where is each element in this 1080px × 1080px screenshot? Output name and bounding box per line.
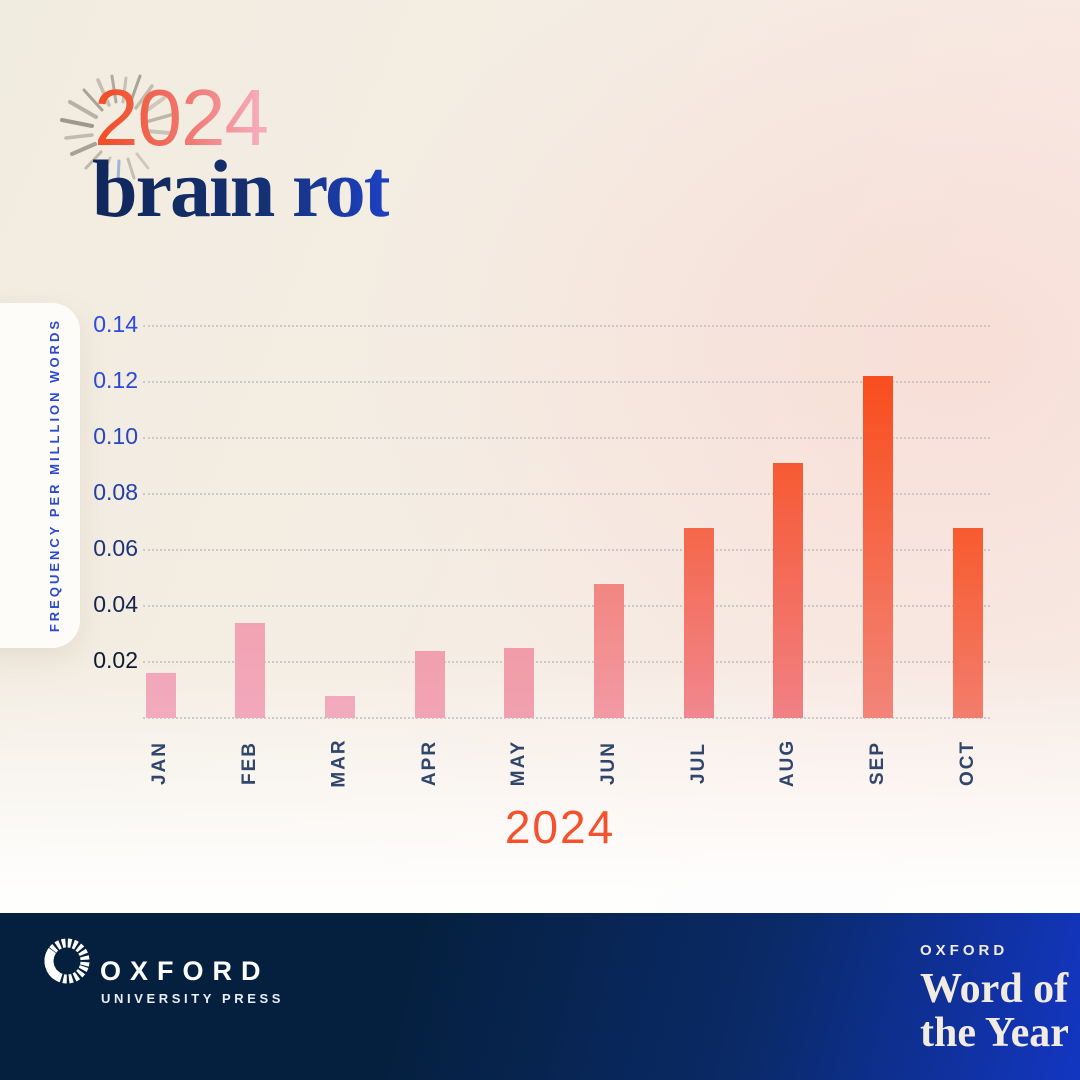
bar-may bbox=[504, 648, 535, 718]
gridline bbox=[143, 325, 990, 327]
bar-jan bbox=[145, 673, 176, 718]
year-heading: 2024 bbox=[94, 73, 269, 162]
bar-feb bbox=[235, 622, 266, 718]
y-tick-label: 0.02 bbox=[93, 647, 138, 673]
x-tick-label-may: MAY bbox=[508, 739, 530, 787]
oup-subtitle: UNIVERSITY PRESS bbox=[101, 991, 285, 1006]
x-tick-label-mar: MAR bbox=[328, 738, 350, 788]
bar-oct bbox=[952, 527, 983, 718]
x-tick-label-jul: JUL bbox=[687, 742, 709, 784]
y-tick-label: 0.06 bbox=[93, 535, 138, 561]
gridline bbox=[143, 381, 990, 383]
gridline bbox=[143, 493, 990, 495]
y-tick-label: 0.08 bbox=[93, 479, 138, 505]
footer: OXFORD UNIVERSITY PRESS OXFORD Word of t… bbox=[0, 913, 1080, 1080]
y-tick-label: 0.14 bbox=[93, 311, 138, 337]
y-tick-label: 0.10 bbox=[93, 423, 138, 449]
bar-aug bbox=[773, 463, 804, 718]
gridline bbox=[143, 549, 990, 551]
y-tick-label: 0.12 bbox=[93, 367, 138, 393]
word-of-the-year-brand: OXFORD Word of the Year bbox=[920, 942, 1069, 1055]
bar-jul bbox=[683, 527, 714, 718]
gridline bbox=[143, 661, 990, 663]
bar-apr bbox=[414, 650, 445, 718]
bar-sep bbox=[863, 376, 894, 718]
firework-icon bbox=[60, 74, 176, 184]
word-of-year-heading: brain rot bbox=[92, 143, 391, 234]
gridline bbox=[143, 437, 990, 439]
gridline bbox=[143, 605, 990, 607]
gridline bbox=[143, 717, 990, 719]
bar-mar bbox=[324, 695, 355, 718]
oxford-university-press-logo-icon bbox=[44, 938, 90, 984]
y-tick-label: 0.04 bbox=[93, 591, 138, 617]
y-axis-label: FREQUENCY PER MILLLION WORDS bbox=[47, 318, 62, 633]
y-axis-label-card: FREQUENCY PER MILLLION WORDS bbox=[0, 303, 80, 648]
brand-kicker: OXFORD bbox=[920, 942, 1009, 959]
x-tick-label-oct: OCT bbox=[956, 739, 978, 787]
x-tick-label-aug: AUG bbox=[777, 738, 799, 788]
x-tick-label-jan: JAN bbox=[149, 740, 171, 786]
bar-jun bbox=[594, 583, 624, 718]
x-tick-label-feb: FEB bbox=[239, 741, 261, 785]
x-tick-label-jun: JUN bbox=[597, 740, 619, 786]
x-tick-label-sep: SEP bbox=[867, 740, 889, 786]
brand-line-2: the Year bbox=[920, 1010, 1069, 1057]
chart-panel: 2024 brain rot FREQUENCY PER MILLLION WO… bbox=[0, 0, 1080, 913]
oup-wordmark: OXFORD bbox=[100, 956, 270, 986]
x-axis-title: 2024 bbox=[504, 801, 616, 853]
brand-line-1: Word of bbox=[920, 966, 1069, 1012]
x-tick-label-apr: APR bbox=[418, 739, 440, 787]
